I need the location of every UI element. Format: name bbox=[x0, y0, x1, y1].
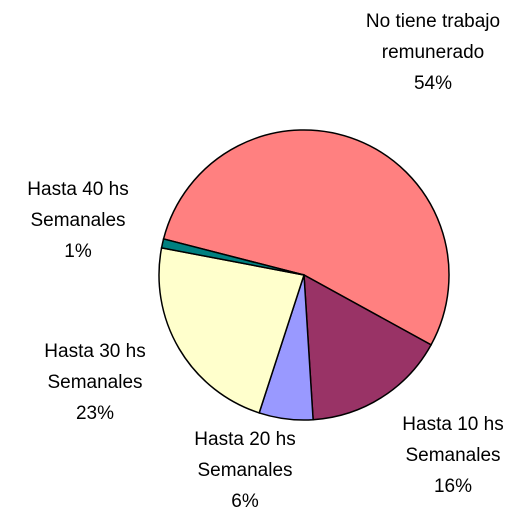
category-label: No tiene trabajo remunerado bbox=[365, 11, 501, 63]
pie-slice bbox=[162, 129, 450, 346]
category-label: Hasta 10 hs Semanales bbox=[402, 414, 504, 466]
category-label: Hasta 20 hs Semanales bbox=[194, 429, 296, 481]
pie-slice bbox=[303, 273, 433, 421]
slice-label: Hasta 20 hs Semanales 6% bbox=[175, 424, 315, 517]
slice-label: Hasta 30 hs Semanales 23% bbox=[20, 336, 170, 429]
pie-slice bbox=[160, 238, 305, 276]
value-label: 54% bbox=[413, 73, 453, 94]
value-label: 1% bbox=[64, 241, 92, 262]
slice-label: Hasta 10 hs Semanales 16% bbox=[383, 409, 523, 502]
category-label: Hasta 30 hs Semanales bbox=[44, 341, 146, 393]
slice-label: No tiene trabajo remunerado 54% bbox=[363, 6, 503, 99]
slice-label: Hasta 40 hs Semanales 1% bbox=[3, 174, 153, 267]
value-label: 23% bbox=[75, 403, 115, 424]
category-label: Hasta 40 hs Semanales bbox=[27, 179, 129, 231]
value-label: 6% bbox=[231, 491, 259, 512]
pie-slice bbox=[158, 246, 305, 414]
value-label: 16% bbox=[433, 476, 473, 497]
